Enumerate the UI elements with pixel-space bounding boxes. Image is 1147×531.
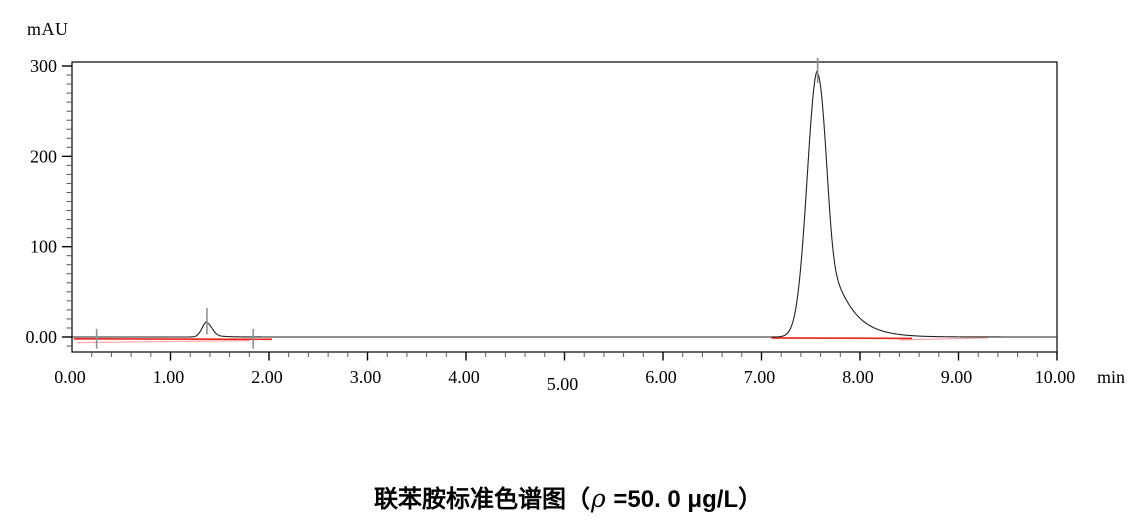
chromatogram-plot: 0.00 100 200 300 0.00 1.00 2.00 3.00 4.00 5.00 6.0… [26, 56, 1126, 394]
caption-rho-symbol: ρ [591, 484, 606, 513]
x-tick-label: 2.00 [251, 367, 283, 387]
x-tick-label: 6.00 [645, 367, 677, 387]
x-tick-label: 10.00 [1035, 367, 1076, 387]
chromatogram-figure: mAU 0.00 100 200 300 0.00 1.00 2.00 3.00 4.00 5.0… [26, 19, 1126, 394]
y-tick-label: 300 [30, 56, 57, 76]
x-tick-label: 1.00 [153, 367, 185, 387]
y-axis-unit-label: mAU [27, 19, 69, 39]
x-axis-unit-label: min [1097, 367, 1125, 387]
y-tick-label: 200 [30, 146, 57, 166]
x-tick-label: 7.00 [744, 367, 776, 387]
integration-baseline [771, 337, 913, 340]
y-tick-label: 0.00 [26, 327, 58, 347]
x-tick-label: 9.00 [941, 367, 973, 387]
figure-caption: 联苯胺标准色谱图（ρ =50. 0 μg/L） [374, 479, 762, 514]
integration-baseline-light [899, 337, 989, 341]
x-tick-label: 5.00 [547, 374, 579, 394]
y-tick-label: 100 [30, 237, 57, 257]
x-tick-label: 3.00 [350, 367, 382, 387]
plot-border [71, 61, 1058, 353]
x-tick-label: 8.00 [842, 367, 874, 387]
signal-trace [72, 69, 1057, 338]
x-tick-label: 0.00 [54, 367, 86, 387]
integration-baseline-light [76, 339, 250, 344]
caption-text-prefix: 联苯胺标准色谱图（ [374, 486, 590, 513]
integration-baseline [73, 338, 272, 341]
x-tick-label: 4.00 [448, 367, 480, 387]
caption-text-suffix: =50. 0 μg/L） [606, 486, 763, 513]
